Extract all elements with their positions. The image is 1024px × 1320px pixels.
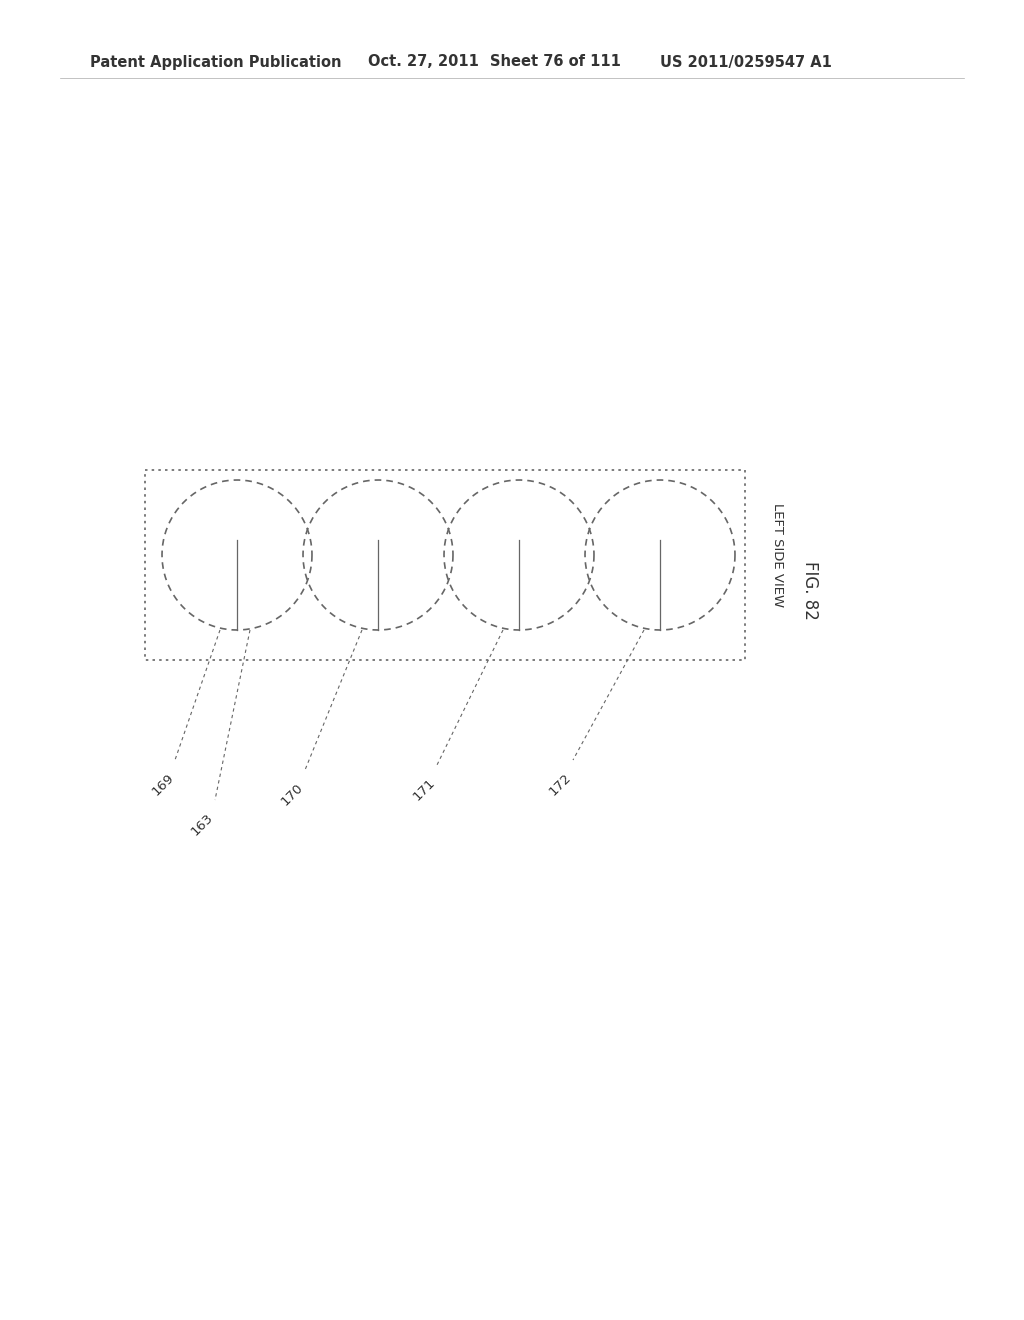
Bar xyxy=(145,470,745,660)
Text: 169: 169 xyxy=(150,771,176,799)
Text: Oct. 27, 2011: Oct. 27, 2011 xyxy=(368,54,479,70)
Text: Patent Application Publication: Patent Application Publication xyxy=(90,54,341,70)
Text: FIG. 82: FIG. 82 xyxy=(801,561,819,619)
Text: LEFT SIDE VIEW: LEFT SIDE VIEW xyxy=(771,503,784,607)
Text: 172: 172 xyxy=(547,771,573,799)
Text: 163: 163 xyxy=(188,812,216,838)
Text: 171: 171 xyxy=(411,776,437,804)
Text: Sheet 76 of 111: Sheet 76 of 111 xyxy=(490,54,621,70)
Text: 170: 170 xyxy=(279,781,305,809)
Text: US 2011/0259547 A1: US 2011/0259547 A1 xyxy=(660,54,831,70)
